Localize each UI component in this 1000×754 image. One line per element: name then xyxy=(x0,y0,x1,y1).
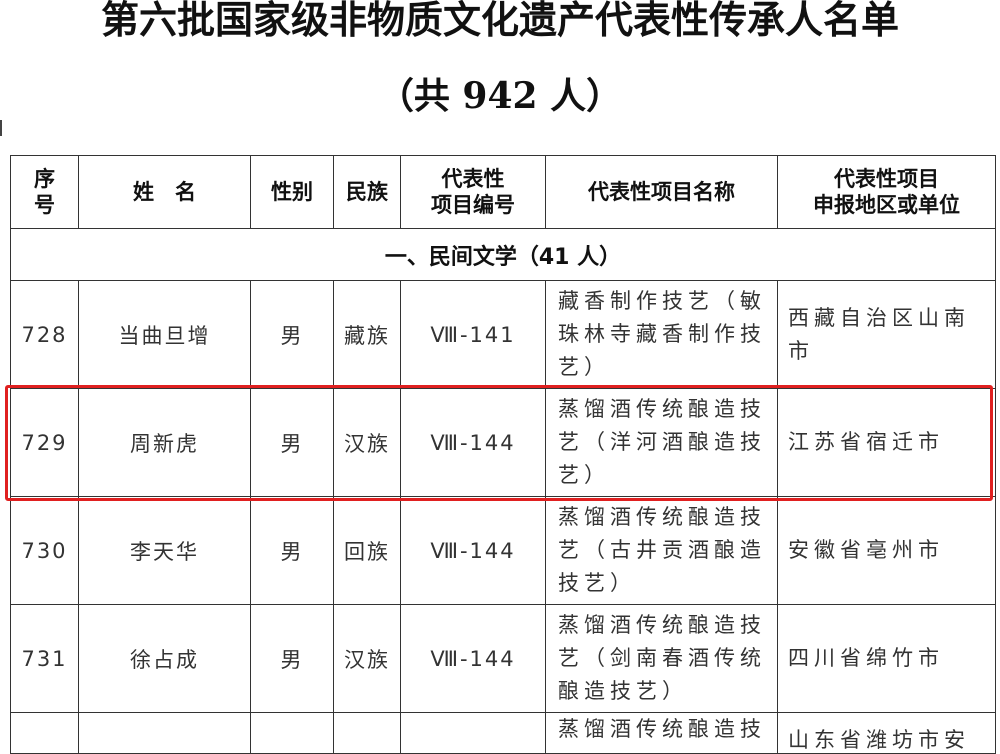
table-header-row: 序号 姓 名 性别 民族 代表性 项目编号 代表性项目名称 代表性项目 申报地区或单… xyxy=(10,155,996,229)
header-gender: 性别 xyxy=(250,155,334,229)
cell-seq: 731 xyxy=(10,604,79,713)
cell-seq: 730 xyxy=(10,496,79,605)
cell-seq: 728 xyxy=(10,280,79,389)
table-row: 728 当曲旦增男藏族 Ⅷ-141 藏香制作技艺（敏珠林寺藏香制作技艺） 西藏自治区山南… xyxy=(10,280,996,389)
inheritors-table: 序号 姓 名 性别 民族 代表性 项目编号 代表性项目名称 代表性项目 申报地区或单… xyxy=(10,155,996,754)
cell-name xyxy=(78,712,251,754)
cell-project: 藏香制作技艺（敏珠林寺藏香制作技艺） xyxy=(545,280,778,389)
cell-project: 蒸馏酒传统酿造技艺（古井贡酒酿造技艺） xyxy=(545,496,778,605)
header-name: 姓 名 xyxy=(78,155,251,229)
table-row: 730 李天华男回族 Ⅷ-144 蒸馏酒传统酿造技艺（古井贡酒酿造技艺） 安徽省亳州市 xyxy=(10,496,996,605)
cell-code: Ⅷ-141 xyxy=(400,280,546,389)
cell-gender: 男 xyxy=(250,604,334,713)
cell-ethnicity: 汉族 xyxy=(333,604,401,713)
cell-region: 江苏省宿迁市 xyxy=(777,388,996,497)
margin-mark xyxy=(0,120,2,136)
cell-name: 周新虎 xyxy=(78,388,251,497)
document-title: 第六批国家级非物质文化遗产代表性传承人名单 xyxy=(100,0,899,42)
cell-ethnicity xyxy=(333,712,401,754)
table-row: 731 徐占成男汉族 Ⅷ-144 蒸馏酒传统酿造技艺（剑南春酒传统酿造技艺） 四川省绵竹… xyxy=(10,604,996,713)
cell-gender: 男 xyxy=(250,280,334,389)
header-region: 代表性项目 申报地区或单位 xyxy=(777,155,996,229)
cell-project: 蒸馏酒传统酿造技艺（洋河酒酿造技艺） xyxy=(545,388,778,497)
document-subtitle: （共 942 人） xyxy=(377,75,623,117)
cell-code xyxy=(400,712,546,754)
cell-name: 当曲旦增 xyxy=(78,280,251,389)
cell-code: Ⅷ-144 xyxy=(400,604,546,713)
cell-code: Ⅷ-144 xyxy=(400,496,546,605)
cell-project: 蒸馏酒传统酿造技 xyxy=(545,712,778,754)
cell-seq xyxy=(10,712,79,754)
cell-gender: 男 xyxy=(250,496,334,605)
cell-code: Ⅷ-144 xyxy=(400,388,546,497)
cell-gender xyxy=(250,712,334,754)
cell-region: 四川省绵竹市 xyxy=(777,604,996,713)
header-ethnicity: 民族 xyxy=(333,155,401,229)
cell-region: 安徽省亳州市 xyxy=(777,496,996,605)
cell-region: 西藏自治区山南市 xyxy=(777,280,996,389)
cell-project: 蒸馏酒传统酿造技艺（剑南春酒传统酿造技艺） xyxy=(545,604,778,713)
table-row: 729 周新虎男汉族 Ⅷ-144 蒸馏酒传统酿造技艺（洋河酒酿造技艺） 江苏省宿迁市 xyxy=(10,388,996,497)
cell-name: 徐占成 xyxy=(78,604,251,713)
section-row: 一、民间文学（41 人） xyxy=(10,228,996,281)
table-row: 蒸馏酒传统酿造技 山东省潍坊市安 xyxy=(10,712,996,754)
header-code: 代表性 项目编号 xyxy=(400,155,546,229)
cell-seq: 729 xyxy=(10,388,79,497)
cell-name: 李天华 xyxy=(78,496,251,605)
header-project: 代表性项目名称 xyxy=(545,155,778,229)
cell-ethnicity: 汉族 xyxy=(333,388,401,497)
cell-ethnicity: 回族 xyxy=(333,496,401,605)
cell-gender: 男 xyxy=(250,388,334,497)
cell-region: 山东省潍坊市安 xyxy=(777,712,996,754)
cell-ethnicity: 藏族 xyxy=(333,280,401,389)
header-seq: 序号 xyxy=(10,155,79,229)
section-title: 一、民间文学（41 人） xyxy=(10,228,996,281)
